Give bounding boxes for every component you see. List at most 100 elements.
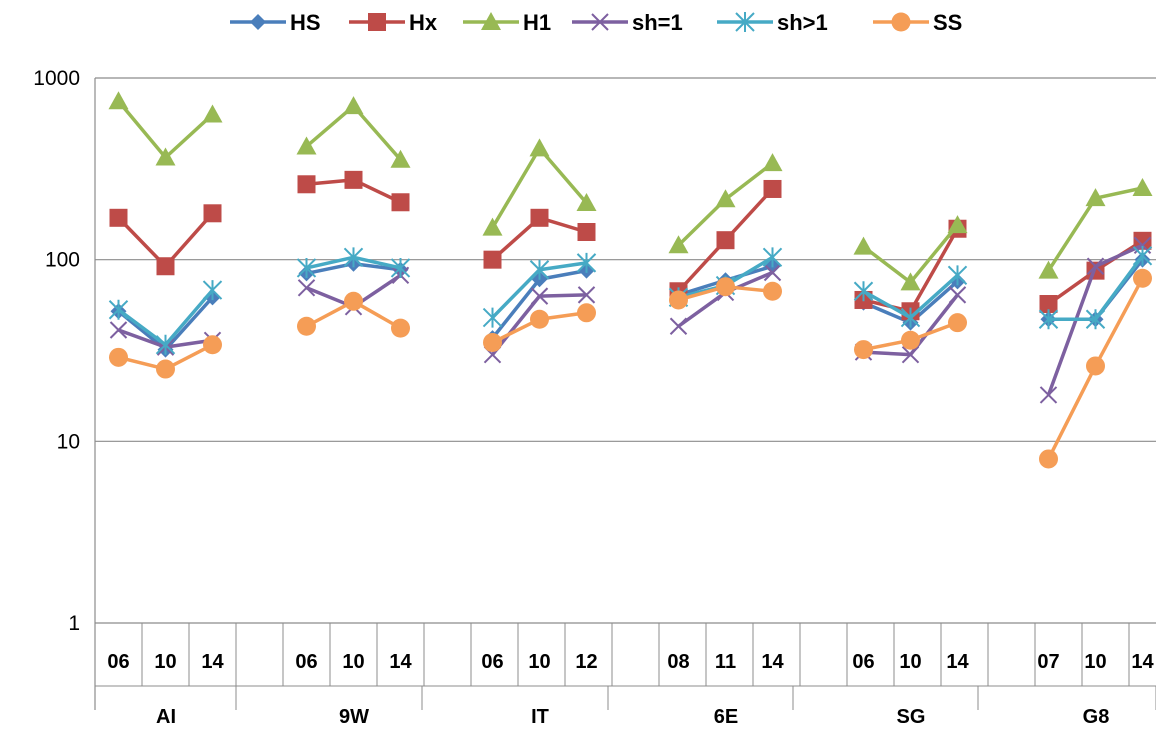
data-point bbox=[1038, 260, 1059, 279]
series-Hx bbox=[109, 170, 1152, 321]
series-sh=1 bbox=[109, 236, 1152, 404]
y-tick-label: 100 bbox=[45, 249, 80, 272]
data-point bbox=[155, 334, 176, 355]
data-point bbox=[391, 318, 410, 338]
data-point bbox=[109, 321, 128, 339]
data-point bbox=[1132, 178, 1153, 197]
data-point bbox=[763, 263, 782, 282]
data-point bbox=[296, 257, 317, 278]
data-point bbox=[391, 193, 410, 212]
legend-marker bbox=[250, 14, 266, 30]
data-point bbox=[947, 265, 968, 286]
year-label: 10 bbox=[1084, 651, 1106, 673]
year-label: 14 bbox=[201, 651, 224, 673]
data-point bbox=[1086, 257, 1105, 275]
data-point bbox=[390, 257, 411, 278]
series-line bbox=[305, 104, 402, 161]
data-point bbox=[529, 138, 550, 157]
airline-label: IT bbox=[531, 706, 549, 728]
data-point bbox=[1085, 188, 1106, 207]
data-point bbox=[156, 257, 175, 276]
legend-marker bbox=[891, 12, 911, 32]
data-point bbox=[344, 170, 363, 189]
data-point bbox=[1133, 231, 1152, 250]
data-point bbox=[530, 287, 549, 305]
legend: HS Hx H1 sh=1 sh>1 SS bbox=[230, 10, 962, 35]
data-point bbox=[1039, 449, 1058, 469]
data-point bbox=[344, 291, 363, 311]
y-tick-label: 1000 bbox=[33, 67, 80, 90]
legend-marker bbox=[368, 13, 386, 31]
data-point bbox=[296, 136, 317, 155]
data-point bbox=[762, 153, 783, 172]
y-tick-label: 10 bbox=[57, 430, 80, 453]
year-label: 12 bbox=[575, 651, 597, 673]
data-point bbox=[577, 286, 596, 304]
year-label: 14 bbox=[1131, 651, 1154, 673]
data-point bbox=[577, 303, 596, 323]
data-point bbox=[715, 189, 736, 208]
data-point bbox=[716, 231, 735, 250]
data-point bbox=[108, 299, 129, 320]
airline-label: 9W bbox=[339, 706, 369, 728]
data-point bbox=[763, 179, 782, 198]
data-point bbox=[156, 359, 175, 379]
data-point bbox=[1039, 295, 1058, 314]
year-label: 06 bbox=[295, 651, 317, 673]
data-point bbox=[155, 147, 176, 166]
data-point bbox=[390, 149, 411, 168]
legend-label: SS bbox=[933, 10, 962, 35]
data-point bbox=[482, 217, 503, 236]
year-label: 11 bbox=[715, 651, 736, 673]
data-point bbox=[1133, 268, 1152, 288]
data-point bbox=[763, 281, 782, 301]
legend-label: H1 bbox=[523, 10, 551, 35]
data-point bbox=[109, 208, 128, 227]
series-SS bbox=[109, 268, 1152, 469]
data-point bbox=[529, 259, 550, 280]
data-point bbox=[109, 347, 128, 367]
legend-item: H1 bbox=[463, 10, 551, 35]
data-point bbox=[1085, 309, 1106, 330]
series-lines bbox=[108, 91, 1153, 469]
data-point bbox=[530, 309, 549, 329]
year-label: 10 bbox=[528, 651, 550, 673]
data-point bbox=[482, 307, 503, 328]
data-point bbox=[1132, 245, 1153, 266]
data-point bbox=[297, 175, 316, 194]
data-point bbox=[900, 272, 921, 291]
year-label: 14 bbox=[946, 651, 969, 673]
year-label: 08 bbox=[667, 651, 689, 673]
data-point bbox=[762, 247, 783, 268]
year-label: 10 bbox=[154, 651, 176, 673]
data-point bbox=[108, 91, 129, 110]
data-point bbox=[947, 215, 968, 234]
airline-label: AI bbox=[156, 706, 176, 728]
data-point bbox=[854, 340, 873, 360]
year-label: 06 bbox=[852, 651, 874, 673]
gridlines bbox=[95, 77, 1156, 442]
series-HS bbox=[110, 251, 1151, 358]
data-point bbox=[576, 193, 597, 212]
legend-label: HS bbox=[290, 10, 321, 35]
year-label: 10 bbox=[342, 651, 364, 673]
legend-item: sh=1 bbox=[572, 10, 683, 35]
data-point bbox=[1039, 386, 1058, 404]
data-point bbox=[530, 208, 549, 227]
data-point bbox=[297, 279, 316, 297]
year-label: 14 bbox=[389, 651, 412, 673]
data-point bbox=[483, 250, 502, 269]
legend-marker bbox=[735, 12, 755, 32]
data-point bbox=[202, 104, 223, 123]
data-point bbox=[576, 252, 597, 273]
y-tick-label: 1 bbox=[68, 612, 80, 635]
data-point bbox=[669, 317, 688, 335]
series-sh>1 bbox=[108, 245, 1153, 355]
year-label: 06 bbox=[481, 651, 503, 673]
legend-item: sh>1 bbox=[717, 10, 828, 35]
airline-label: 6E bbox=[714, 706, 738, 728]
series-H1 bbox=[108, 91, 1153, 291]
category-axis: 06 10 14 AI 06 10 14 9W 06 10 12 IT 08 11 14 6E 06 10 14 SG… bbox=[94, 78, 1156, 728]
data-point bbox=[948, 313, 967, 333]
